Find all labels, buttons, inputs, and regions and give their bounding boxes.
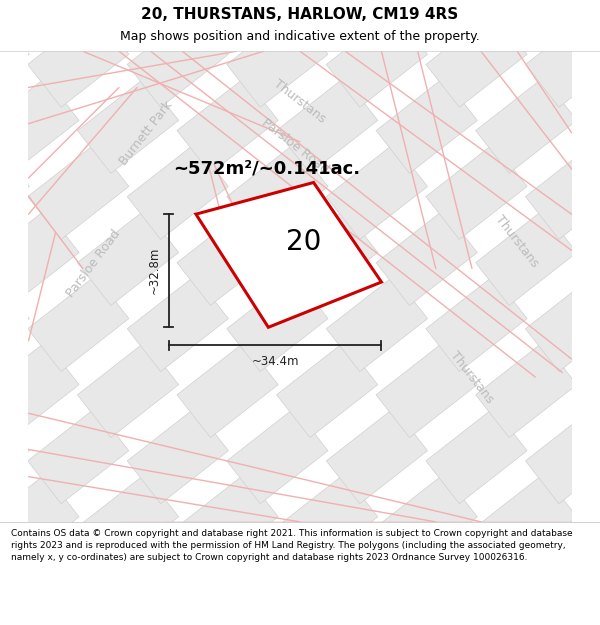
Polygon shape (77, 606, 179, 625)
Polygon shape (376, 474, 477, 570)
Polygon shape (526, 11, 600, 108)
Polygon shape (227, 276, 328, 371)
Polygon shape (28, 276, 129, 371)
Text: ~32.8m: ~32.8m (148, 247, 161, 294)
Polygon shape (326, 11, 428, 108)
Polygon shape (476, 0, 577, 41)
Polygon shape (326, 276, 428, 371)
Text: 20, THURSTANS, HARLOW, CM19 4RS: 20, THURSTANS, HARLOW, CM19 4RS (142, 7, 458, 22)
Polygon shape (77, 210, 179, 306)
Polygon shape (28, 408, 129, 504)
Polygon shape (426, 408, 527, 504)
Polygon shape (476, 342, 577, 437)
Polygon shape (426, 144, 527, 239)
Polygon shape (277, 210, 378, 306)
Polygon shape (326, 540, 428, 625)
Polygon shape (177, 342, 278, 437)
Polygon shape (376, 210, 477, 306)
Text: ~572m²/~0.141ac.: ~572m²/~0.141ac. (173, 160, 361, 178)
Polygon shape (127, 408, 229, 504)
Polygon shape (177, 606, 278, 625)
Polygon shape (426, 276, 527, 371)
Polygon shape (277, 0, 378, 41)
Polygon shape (0, 0, 79, 41)
Polygon shape (575, 210, 600, 306)
Polygon shape (277, 78, 378, 173)
Polygon shape (177, 78, 278, 173)
Polygon shape (0, 210, 79, 306)
Polygon shape (575, 474, 600, 570)
Polygon shape (0, 144, 29, 239)
Polygon shape (277, 606, 378, 625)
Polygon shape (526, 540, 600, 625)
Text: Thurstans: Thurstans (448, 349, 496, 406)
Polygon shape (326, 408, 428, 504)
Polygon shape (0, 342, 79, 437)
Polygon shape (177, 474, 278, 570)
Polygon shape (575, 78, 600, 173)
Polygon shape (227, 408, 328, 504)
Polygon shape (526, 276, 600, 371)
Polygon shape (227, 11, 328, 108)
Text: Thurstans: Thurstans (493, 213, 541, 270)
Polygon shape (277, 474, 378, 570)
Polygon shape (0, 78, 79, 173)
Polygon shape (127, 540, 229, 625)
Polygon shape (0, 276, 29, 371)
Polygon shape (526, 408, 600, 504)
Polygon shape (196, 182, 382, 328)
Text: Map shows position and indicative extent of the property.: Map shows position and indicative extent… (120, 31, 480, 43)
Polygon shape (476, 210, 577, 306)
Polygon shape (326, 144, 428, 239)
Polygon shape (77, 474, 179, 570)
Text: Thurstans: Thurstans (272, 77, 328, 125)
Polygon shape (476, 474, 577, 570)
Polygon shape (476, 606, 577, 625)
Polygon shape (575, 606, 600, 625)
Polygon shape (376, 342, 477, 437)
Polygon shape (0, 606, 79, 625)
Polygon shape (28, 11, 129, 108)
Polygon shape (77, 0, 179, 41)
Polygon shape (575, 0, 600, 41)
Text: Parsloe Road: Parsloe Road (260, 116, 331, 176)
Polygon shape (28, 540, 129, 625)
Polygon shape (0, 11, 29, 108)
Polygon shape (575, 342, 600, 437)
Polygon shape (28, 144, 129, 239)
Text: Contains OS data © Crown copyright and database right 2021. This information is : Contains OS data © Crown copyright and d… (11, 529, 572, 562)
Polygon shape (426, 11, 527, 108)
Polygon shape (77, 342, 179, 437)
Text: 20: 20 (286, 229, 321, 256)
Polygon shape (227, 144, 328, 239)
Text: Parsloe Road: Parsloe Road (64, 228, 123, 300)
Polygon shape (376, 606, 477, 625)
Polygon shape (177, 210, 278, 306)
Polygon shape (376, 0, 477, 41)
Polygon shape (227, 540, 328, 625)
Polygon shape (0, 474, 79, 570)
Polygon shape (376, 78, 477, 173)
Text: Burnett Park: Burnett Park (117, 98, 175, 168)
Polygon shape (0, 540, 29, 625)
Polygon shape (277, 342, 378, 437)
Polygon shape (77, 78, 179, 173)
Polygon shape (476, 78, 577, 173)
Polygon shape (127, 144, 229, 239)
Polygon shape (0, 408, 29, 504)
Polygon shape (177, 0, 278, 41)
Polygon shape (127, 11, 229, 108)
Text: ~34.4m: ~34.4m (251, 355, 299, 368)
Polygon shape (526, 144, 600, 239)
Polygon shape (426, 540, 527, 625)
Polygon shape (127, 276, 229, 371)
